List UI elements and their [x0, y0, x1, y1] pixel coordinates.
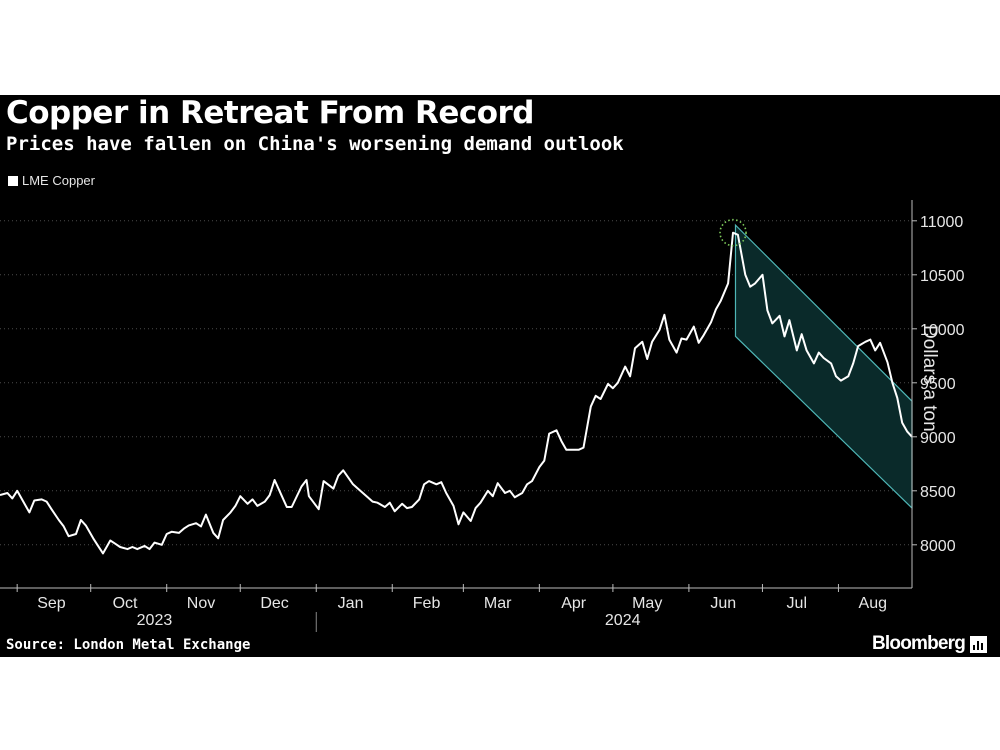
chart-svg: 8000 8500 9000 9500 10000 10500 11000 Sep Oct Nov… [0, 200, 965, 632]
y-tick-label: 9000 [920, 430, 956, 447]
year-label: 2023 [137, 612, 173, 629]
y-tick-label: 9500 [920, 376, 956, 393]
bloomberg-logo-icon [970, 635, 988, 653]
x-tick-label: Aug [859, 595, 887, 612]
y-tick-label: 10000 [920, 322, 965, 339]
legend: LME Copper [8, 173, 95, 188]
channel-band [734, 223, 913, 510]
y-tick-label: 10500 [920, 268, 965, 285]
x-tick-label: Jan [338, 595, 364, 612]
x-tick-label: Apr [561, 595, 587, 612]
y-tick-label: 8500 [920, 484, 956, 501]
chart-subtitle: Prices have fallen on China's worsening … [6, 133, 624, 155]
x-tick-label: Feb [413, 595, 441, 612]
record-high-marker [719, 218, 747, 247]
brand-name: Bloomberg [872, 633, 966, 654]
x-tick-label: Nov [187, 595, 215, 612]
x-tick-label: Mar [484, 595, 512, 612]
year-label: 2024 [605, 612, 641, 629]
legend-swatch [8, 175, 18, 186]
y-tick-label: 11000 [920, 214, 963, 231]
x-tick-label: Dec [260, 595, 288, 612]
legend-label: LME Copper [22, 173, 95, 188]
series [0, 218, 913, 555]
y-tick-label: 8000 [920, 538, 956, 555]
x-tick-label: Jun [710, 595, 736, 612]
x-tick-label: Jul [787, 595, 807, 612]
downtrend-channel [734, 223, 913, 510]
series-line-lme-copper [0, 231, 913, 555]
x-tick-label: Oct [113, 595, 138, 612]
brand: Bloomberg [872, 633, 988, 655]
source-note: Source: London Metal Exchange [6, 637, 251, 653]
axes: 8000 8500 9000 9500 10000 10500 11000 Sep Oct Nov… [0, 200, 965, 632]
x-tick-label: May [632, 595, 662, 612]
chart-title: Copper in Retreat From Record [6, 95, 535, 131]
x-tick-label: Sep [37, 595, 66, 612]
